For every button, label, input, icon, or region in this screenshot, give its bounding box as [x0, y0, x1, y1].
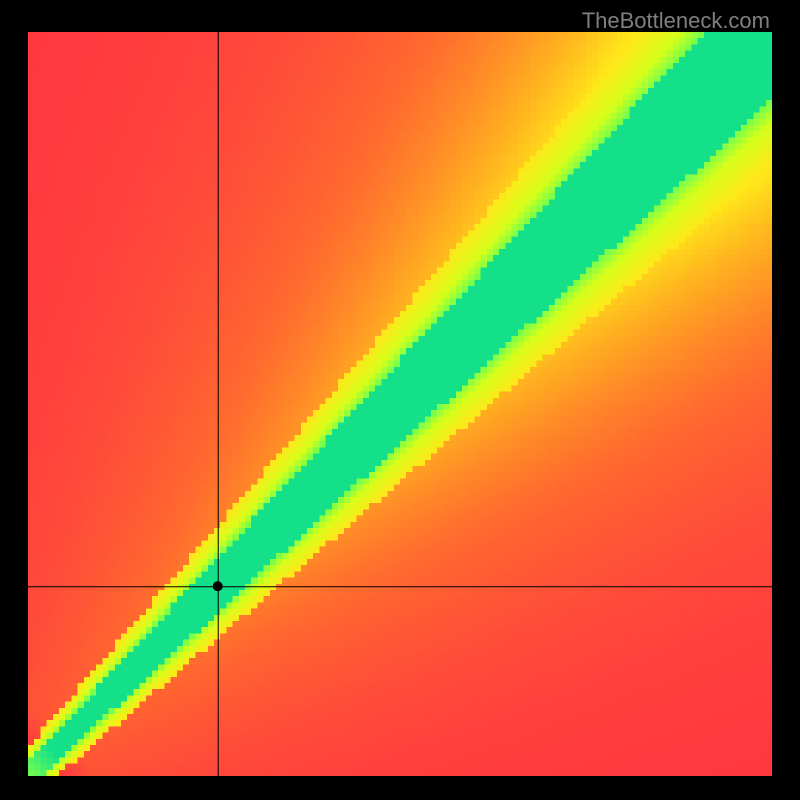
watermark-text: TheBottleneck.com	[582, 8, 770, 34]
heatmap-plot	[28, 32, 772, 776]
crosshair-overlay	[28, 32, 772, 776]
chart-container: TheBottleneck.com	[0, 0, 800, 800]
